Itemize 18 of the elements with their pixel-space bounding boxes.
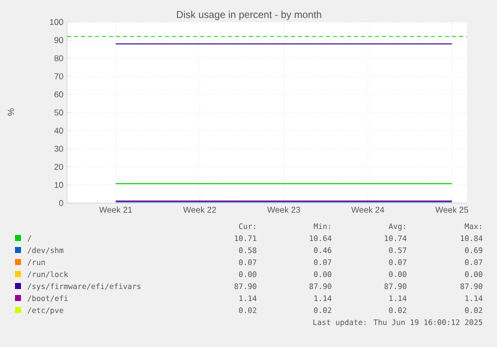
- chart-title: Disk usage in percent - by month: [177, 10, 322, 20]
- x-tick-label: Week 25: [435, 206, 468, 213]
- x-tick-label: Week 22: [183, 206, 216, 213]
- y-tick-label: 80: [54, 55, 64, 62]
- y-tick-label: 70: [54, 73, 64, 80]
- y-tick-label: 40: [54, 128, 64, 134]
- y-tick-label: 10: [54, 182, 64, 188]
- x-tick-label: Week 24: [351, 206, 384, 213]
- y-tick-label: 100: [50, 19, 64, 25]
- y-tick-label: 50: [54, 110, 64, 116]
- y-tick-label: 20: [54, 164, 64, 170]
- x-tick-label: Week 23: [267, 206, 300, 213]
- y-tick-label: 0: [59, 200, 64, 206]
- y-axis-title: %: [8, 108, 14, 116]
- x-tick-label: Week 21: [99, 206, 132, 213]
- y-tick-label: 90: [54, 37, 64, 44]
- y-tick-label: 30: [54, 146, 64, 152]
- y-tick-label: 60: [54, 91, 64, 98]
